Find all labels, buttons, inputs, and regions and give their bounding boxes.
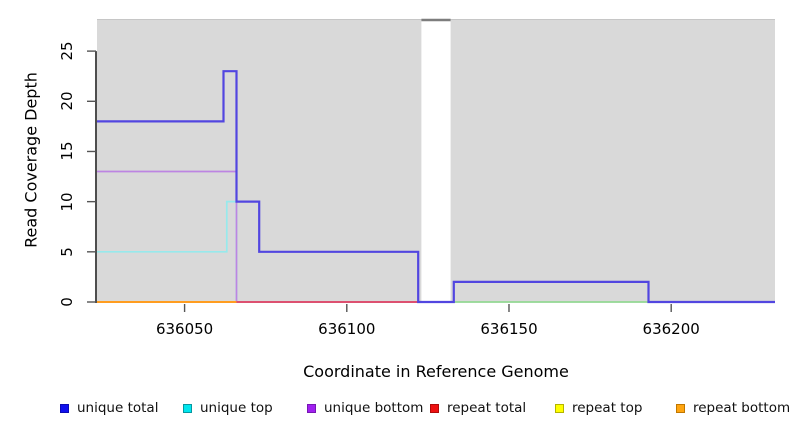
x-tick-label: 636050 (155, 320, 214, 338)
y-tick-label: 15 (58, 141, 76, 161)
legend-swatch-icon (555, 403, 564, 413)
x-tick-label: 636150 (480, 320, 538, 338)
y-tick-label: 5 (58, 247, 76, 257)
legend-swatch-icon (183, 403, 192, 413)
y-tick-label: 25 (58, 41, 76, 61)
legend-swatch-icon (60, 403, 69, 413)
legend-label: unique total (77, 400, 159, 416)
panel-background (450, 19, 775, 302)
legend-item-unique-total: unique total (60, 400, 158, 416)
legend-label: repeat total (447, 400, 527, 416)
legend-swatch-icon (676, 403, 685, 413)
x-tick-label: 636100 (318, 320, 376, 338)
panel-background (97, 19, 422, 302)
legend-label: unique bottom (324, 400, 424, 416)
legend-label: repeat top (572, 400, 643, 416)
legend-label: repeat bottom (693, 400, 791, 416)
x-axis-title: Coordinate in Reference Genome (303, 362, 569, 381)
legend-swatch-icon (307, 403, 316, 413)
legend-item-unique-bottom: unique bottom (307, 400, 423, 416)
series-unique-total-line (97, 70, 775, 304)
legend-item-repeat-top: repeat top (555, 400, 642, 416)
y-axis-title: Read Coverage Depth (21, 72, 41, 248)
x-tick-label: 636200 (642, 320, 700, 338)
y-tick-label: 0 (58, 297, 76, 307)
legend-label: unique top (200, 400, 273, 416)
y-tick-label: 20 (58, 91, 76, 111)
legend-item-repeat-total: repeat total (430, 400, 526, 416)
y-tick-label: 10 (58, 192, 76, 212)
legend-item-repeat-bottom: repeat bottom (676, 400, 790, 416)
legend-item-unique-top: unique top (183, 400, 273, 416)
legend-swatch-icon (430, 403, 439, 413)
